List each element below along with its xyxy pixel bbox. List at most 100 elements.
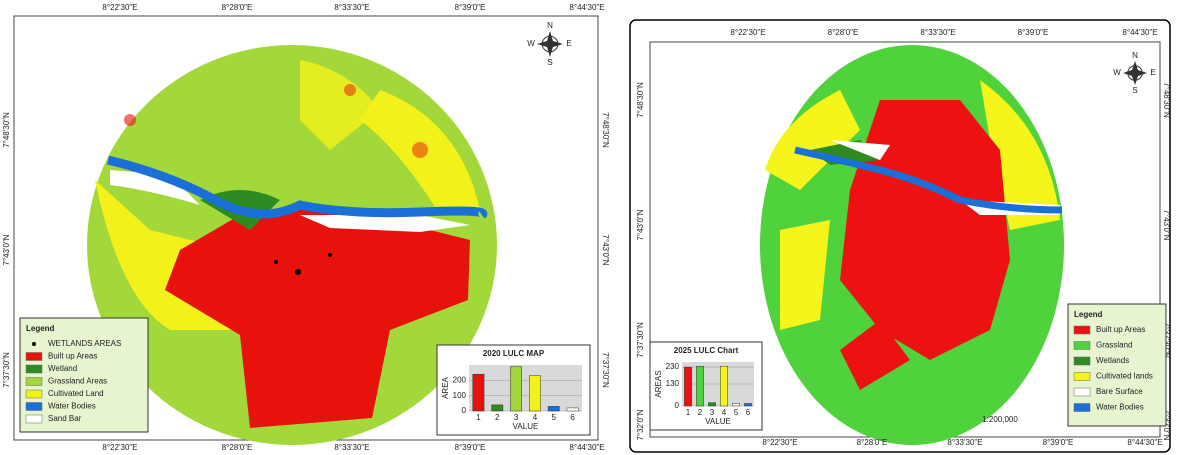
longitude-label: 8°28'0"E: [857, 438, 888, 447]
longitude-label: 8°39'0"E: [455, 3, 486, 12]
longitude-label: 8°22'30"E: [102, 443, 137, 452]
compass-letter: N: [1132, 51, 1138, 60]
x-tick-label: 1: [476, 413, 481, 422]
bar: [708, 403, 715, 406]
plot-area: [469, 365, 582, 411]
bar: [492, 405, 503, 411]
y-tick-label: 100: [453, 391, 467, 400]
y-tick-label: 230: [666, 362, 680, 371]
compass-letter: N: [547, 21, 553, 30]
legend-title: Legend: [26, 324, 55, 333]
x-tick-label: 2: [495, 413, 500, 422]
longitude-label: 8°22'30"E: [762, 438, 797, 447]
longitude-label: 8°28'0"E: [222, 3, 253, 12]
legend-swatch: [1074, 388, 1090, 396]
latitude-label: 7°32'0"N: [636, 409, 645, 440]
x-tick-label: 2: [698, 408, 703, 417]
y-tick-label: 130: [666, 379, 680, 388]
x-axis-label: VALUE: [513, 422, 539, 431]
legend-label: Cultivated lands: [1096, 372, 1153, 381]
legend-label: Bare Surface: [1096, 387, 1143, 396]
legend-swatch: [26, 415, 42, 423]
compass-letter: W: [527, 39, 535, 48]
y-tick-label: 0: [462, 406, 467, 415]
legend-swatch: [1074, 326, 1090, 334]
right-map-area: [760, 45, 1064, 445]
legend-title: Legend: [1074, 310, 1103, 319]
x-tick-label: 4: [533, 413, 538, 422]
longitude-label: 8°22'30"E: [730, 28, 765, 37]
bar: [529, 376, 540, 411]
bar: [473, 374, 484, 411]
legend-label: WETLANDS AREAS: [48, 339, 121, 348]
x-tick-label: 6: [570, 413, 575, 422]
latitude-label: 7°48'30"N: [1162, 82, 1171, 118]
bar: [732, 403, 739, 406]
bar: [696, 366, 703, 406]
longitude-label: 8°33'30"E: [334, 443, 369, 452]
latitude-label: 7°43'0"N: [1162, 209, 1171, 240]
legend-label: Grassland Areas: [48, 377, 107, 386]
longitude-label: 8°22'30"E: [102, 3, 137, 12]
x-tick-label: 6: [746, 408, 751, 417]
longitude-label: 8°44'30"E: [569, 443, 604, 452]
x-tick-label: 5: [552, 413, 557, 422]
latitude-label: 7°37'30"N: [601, 352, 610, 388]
legend-swatch: [26, 365, 42, 373]
bar: [548, 406, 559, 411]
page: 8°22'30"E 8°28'0"E 8°33'30"E 8°39'0"E 8°44'3…: [0, 0, 1177, 455]
longitude-label: 8°44'30"E: [1127, 438, 1162, 447]
chart-title: 2025 LULC Chart: [674, 346, 739, 355]
compass-letter: W: [1113, 68, 1121, 77]
compass-letter: E: [1150, 68, 1155, 77]
longitude-label: 8°33'30"E: [947, 438, 982, 447]
longitude-label: 8°28'0"E: [222, 443, 253, 452]
legend-swatch: [1074, 342, 1090, 350]
compass-letter: E: [566, 39, 571, 48]
longitude-label: 8°39'0"E: [1018, 28, 1049, 37]
legend-label: Grassland: [1096, 341, 1132, 350]
x-axis-label: VALUE: [705, 417, 731, 426]
x-tick-label: 3: [514, 413, 519, 422]
legend-label: Sand Bar: [48, 414, 82, 423]
legend-label: Built up Areas: [48, 352, 97, 361]
longitude-label: 8°39'0"E: [1043, 438, 1074, 447]
scale-label: 1:200,000: [982, 415, 1018, 424]
y-tick-label: 0: [675, 401, 680, 410]
latitude-label: 7°48'30"N: [2, 112, 11, 148]
longitude-label: 8°44'30"E: [569, 3, 604, 12]
latitude-label: 7°37'30"N: [636, 322, 645, 358]
x-tick-label: 3: [710, 408, 715, 417]
x-tick-label: 5: [734, 408, 739, 417]
legend-swatch: [26, 390, 42, 398]
latitude-label: 7°48'30"N: [601, 112, 610, 148]
legend-swatch: [1074, 404, 1090, 412]
legend-label: Cultivated Land: [48, 389, 104, 398]
bar: [744, 403, 751, 406]
compass-letter: S: [1132, 86, 1137, 95]
latitude-label: 7°43'0"N: [601, 234, 610, 265]
y-tick-label: 200: [453, 375, 467, 384]
bar: [684, 367, 691, 406]
legend-swatch: [26, 353, 42, 361]
latitude-label: 7°37'30"N: [2, 352, 11, 388]
bar: [567, 408, 578, 411]
latitude-label: 7°43'0"N: [636, 209, 645, 240]
legend-swatch: [26, 378, 42, 386]
bar: [720, 366, 727, 406]
legend-label: Wetlands: [1096, 356, 1129, 365]
x-tick-label: 1: [686, 408, 691, 417]
legend-label: Wetland: [48, 364, 77, 373]
legend-label: Water Bodies: [48, 402, 96, 411]
longitude-label: 8°33'30"E: [334, 3, 369, 12]
legend-swatch: [1074, 373, 1090, 381]
map-figure: 8°22'30"E 8°28'0"E 8°33'30"E 8°39'0"E 8°44'3…: [0, 0, 1177, 455]
y-axis-label: AREAS: [654, 370, 663, 397]
longitude-label: 8°39'0"E: [455, 443, 486, 452]
legend-swatch: [26, 403, 42, 411]
longitude-label: 8°28'0"E: [828, 28, 859, 37]
legend-point: [32, 342, 36, 346]
legend-swatch: [1074, 357, 1090, 365]
y-axis-label: AREA: [441, 376, 450, 398]
compass-letter: S: [547, 58, 552, 67]
